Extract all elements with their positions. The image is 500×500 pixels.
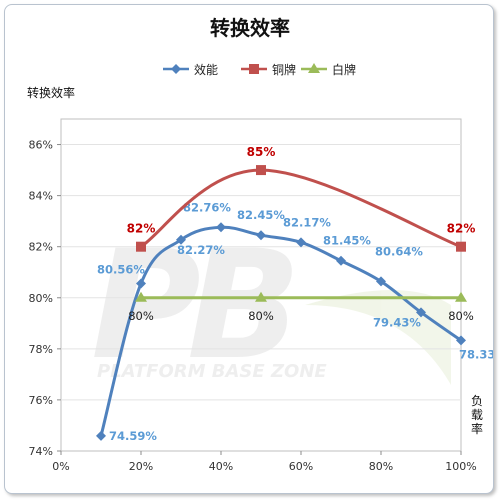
series-1: 82% 85% 82% — [127, 145, 476, 252]
data-label: 82.27% — [177, 243, 225, 257]
data-point — [256, 165, 266, 176]
data-point — [456, 241, 466, 252]
y-tick-label: 82% — [29, 241, 53, 254]
data-label: 82% — [447, 222, 476, 236]
legend-item: 白牌 — [301, 62, 356, 77]
data-label: 79.43% — [373, 315, 421, 329]
y-tick-label: 78% — [29, 343, 53, 356]
x-tick-label: 0% — [52, 460, 69, 473]
data-label: 80.56% — [97, 262, 145, 276]
data-point — [135, 291, 147, 302]
data-label: 80% — [128, 309, 154, 323]
data-label: 85% — [247, 145, 276, 159]
data-point — [296, 237, 306, 248]
data-label: 81.45% — [323, 234, 371, 248]
y-tick-label: 84% — [29, 190, 53, 203]
x-tick-label: 60% — [289, 460, 313, 473]
data-point — [255, 291, 267, 302]
data-point — [176, 234, 186, 245]
legend-label: 效能 — [194, 62, 218, 77]
data-label: 80.64% — [375, 244, 423, 258]
data-point — [136, 241, 146, 252]
data-point — [136, 278, 146, 289]
data-label: 82.76% — [183, 200, 231, 214]
data-point — [416, 307, 426, 318]
data-point — [376, 276, 386, 287]
chart-title: 转换效率 — [210, 16, 290, 40]
data-label: 80% — [248, 309, 274, 323]
watermark-text: PLATFORM BASE ZONE — [97, 361, 327, 382]
legend-marker — [308, 63, 320, 73]
data-label: 82% — [127, 222, 156, 236]
data-point — [256, 230, 266, 241]
data-point — [456, 335, 466, 346]
y-tick-label: 80% — [29, 292, 53, 305]
data-point — [216, 222, 226, 233]
data-point — [455, 291, 467, 302]
legend-label: 铜牌 — [272, 62, 296, 77]
series-2: 80% 80% 80% — [128, 291, 474, 323]
data-point — [336, 255, 346, 266]
data-label: 82.45% — [237, 208, 285, 222]
chart-frame: PB PLATFORM BASE ZONE 74% 76% 78% 80% 82% 84% 86… — [4, 4, 494, 494]
legend-marker — [171, 64, 181, 74]
y-tick-label: 74% — [29, 445, 53, 458]
y-axis-label: 转换效率 — [27, 85, 75, 100]
x-tick-label: 40% — [209, 460, 233, 473]
watermark-swoosh — [305, 290, 451, 385]
data-label: 78.33% — [459, 347, 494, 361]
series-0: 74.59% 80.56% 82.27% 82.76% 82.45%82.17% 81.4… — [96, 200, 494, 443]
data-label: 82.17% — [283, 215, 331, 229]
legend-item: 铜牌 — [241, 62, 296, 77]
watermark-letters: PB — [91, 219, 292, 393]
x-tick-label: 100% — [445, 460, 476, 473]
x-tick-label: 20% — [129, 460, 153, 473]
y-tick-label: 76% — [29, 394, 53, 407]
x-axis-label: 负载率 — [471, 394, 483, 436]
legend-item: 效能 — [163, 62, 218, 77]
legend-marker — [249, 64, 259, 74]
data-label: 80% — [448, 309, 474, 323]
data-label: 74.59% — [109, 429, 157, 443]
y-tick-label: 86% — [29, 139, 53, 152]
data-point — [96, 430, 106, 441]
legend-label: 白牌 — [332, 62, 356, 77]
x-tick-label: 80% — [369, 460, 393, 473]
